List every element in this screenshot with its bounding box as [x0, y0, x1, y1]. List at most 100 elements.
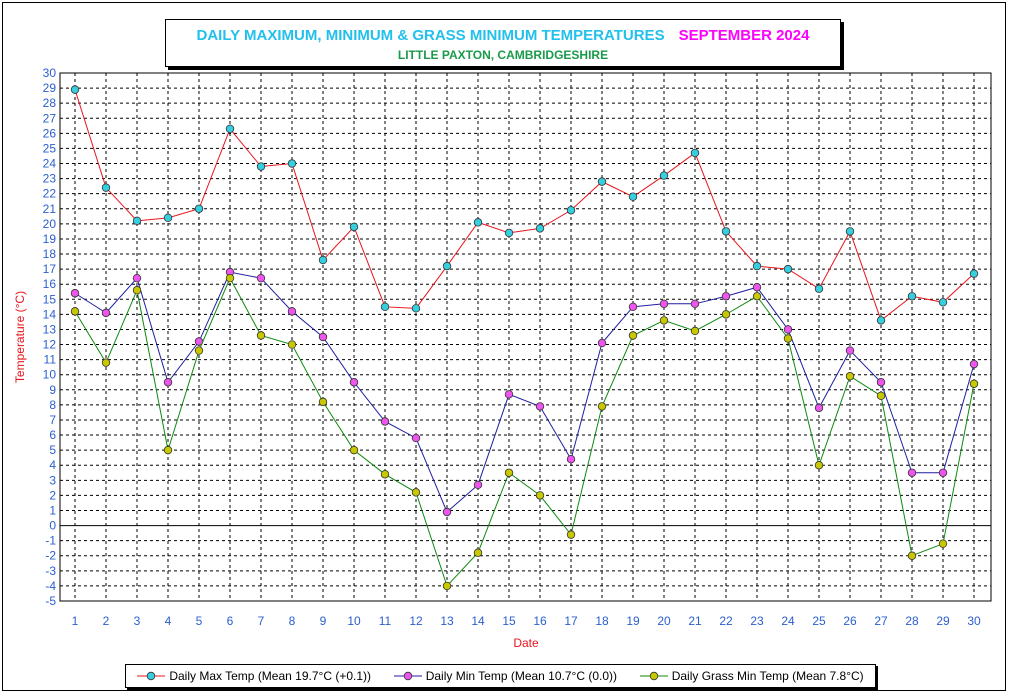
data-point [101, 358, 111, 367]
data-point [752, 261, 762, 271]
data-point [504, 390, 514, 399]
x-tick-label: 30 [967, 614, 981, 628]
data-point [938, 539, 948, 548]
y-tick-label: 14 [43, 307, 57, 321]
x-tick-label: 20 [657, 614, 671, 628]
x-tick-label: 6 [227, 614, 234, 628]
y-tick-label: 7 [49, 413, 56, 427]
chart-title-month: SEPTEMBER 2024 [678, 27, 810, 44]
data-point [473, 218, 483, 227]
data-point [70, 85, 80, 94]
y-tick-label: 5 [49, 443, 56, 457]
y-tick-label: 17 [43, 262, 57, 276]
legend-label: Daily Min Temp (Mean 10.7°C (0.0)) [425, 669, 617, 683]
y-tick-label: -1 [45, 534, 56, 548]
data-point [442, 581, 452, 591]
data-point [225, 273, 235, 283]
data-point [690, 326, 700, 336]
y-tick-label: 19 [43, 232, 57, 246]
y-tick-label: 29 [43, 81, 57, 95]
data-point [318, 397, 328, 407]
x-tick-label: 7 [258, 614, 265, 628]
x-tick-label: 17 [564, 614, 578, 628]
y-tick-label: 13 [43, 322, 57, 336]
x-tick-label: 25 [812, 614, 826, 628]
y-tick-label: 22 [43, 187, 57, 201]
y-tick-label: 10 [43, 368, 57, 382]
y-axis-label: Temperature (°C) [13, 291, 27, 383]
data-point [287, 159, 297, 168]
y-tick-label: 16 [43, 277, 57, 291]
data-point [907, 468, 917, 477]
y-tick-label: 0 [49, 519, 56, 533]
data-point [194, 346, 204, 355]
x-tick-label: 14 [471, 614, 485, 628]
data-point [659, 299, 669, 309]
x-tick-label: 5 [196, 614, 203, 628]
x-tick-label: 24 [781, 614, 795, 628]
data-point [876, 378, 886, 387]
y-tick-label: 27 [43, 111, 57, 125]
x-axis-label: Date [513, 636, 539, 650]
y-tick-label: -4 [45, 579, 56, 593]
y-tick-label: 30 [43, 66, 57, 80]
x-tick-label: 1 [72, 614, 79, 628]
data-point [473, 548, 483, 557]
data-point [504, 468, 514, 477]
x-tick-label: 18 [595, 614, 609, 628]
data-point [752, 283, 762, 292]
title-box: DAILY MAXIMUM, MINIMUM & GRASS MINIMUM T… [165, 19, 841, 67]
data-point [845, 372, 855, 381]
plot-border [59, 72, 992, 602]
data-point [349, 445, 359, 455]
data-point [969, 269, 979, 278]
x-tick-label: 12 [409, 614, 423, 628]
x-tick-label: 22 [719, 614, 733, 628]
data-point [318, 332, 328, 342]
x-tick-label: 23 [750, 614, 764, 628]
legend-item: Daily Max Temp (Mean 19.7°C (+0.1)) [137, 669, 371, 683]
data-point [690, 148, 700, 158]
data-point [907, 551, 917, 560]
series-line [74, 277, 975, 587]
data-point [132, 286, 142, 295]
x-tick-label: 3 [134, 614, 141, 628]
x-tick-label: 11 [379, 614, 392, 628]
data-point [597, 177, 607, 186]
x-tick-label: 16 [533, 614, 547, 628]
series-line [74, 89, 975, 322]
y-tick-label: 25 [43, 141, 57, 155]
data-point [163, 378, 173, 387]
x-tick-label: 21 [688, 614, 702, 628]
data-point [349, 222, 359, 232]
data-point [70, 289, 80, 298]
data-point [659, 171, 669, 180]
data-point [535, 402, 545, 411]
x-tick-label: 2 [103, 614, 110, 628]
data-point [380, 417, 390, 426]
data-point [411, 304, 421, 313]
data-point [907, 292, 917, 301]
legend-item: Daily Min Temp (Mean 10.7°C (0.0)) [393, 669, 617, 683]
series-area [70, 85, 979, 591]
y-tick-label: 15 [43, 292, 57, 306]
y-tick-label: 1 [49, 503, 56, 517]
data-point [411, 488, 421, 497]
data-point [721, 310, 731, 319]
data-point [628, 192, 638, 201]
data-point [814, 284, 824, 293]
data-point [566, 206, 576, 215]
data-point [380, 302, 390, 312]
axes: -5-4-3-2-1012345678910111213141516171819… [43, 66, 992, 628]
data-point [535, 491, 545, 500]
y-tick-label: -5 [45, 594, 56, 608]
y-tick-label: 23 [43, 172, 57, 186]
data-point [597, 338, 607, 348]
data-point [70, 307, 80, 316]
x-tick-label: 4 [165, 614, 172, 628]
data-point [163, 213, 173, 223]
data-point [876, 391, 886, 401]
data-point [504, 228, 514, 238]
chart-subtitle: LITTLE PAXTON, CAMBRIDGESHIRE [397, 48, 609, 62]
